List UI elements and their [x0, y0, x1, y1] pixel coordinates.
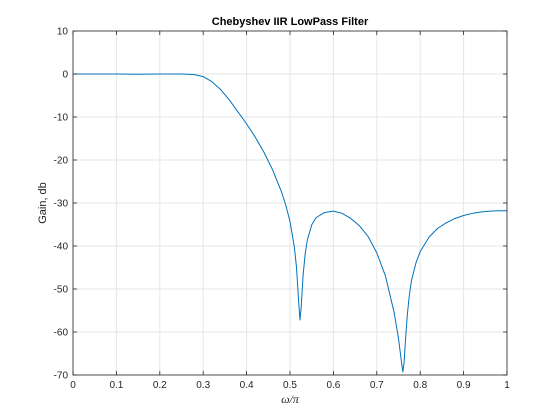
- x-tick-label: 0.4: [240, 380, 254, 391]
- x-tick-label: 0.6: [326, 380, 340, 391]
- series-layer: [73, 73, 507, 373]
- x-tick-label: 0.2: [153, 380, 167, 391]
- x-tick-label: 0.1: [109, 380, 123, 391]
- x-tick-label: 1: [504, 380, 510, 391]
- x-tick-labels: 0 0.1 0.2 0.3 0.4 0.5 0.6 0.7 0.8 0.9 1: [70, 380, 510, 391]
- x-tick-label: 0.5: [283, 380, 297, 391]
- y-tick-labels: 10 0 -10 -20 -30 -40 -50 -60 -70: [54, 27, 69, 382]
- y-tick-label: -70: [54, 371, 69, 382]
- tick-marks: [72, 30, 508, 376]
- x-axis-label: ω/π: [281, 392, 300, 406]
- y-tick-label: -60: [54, 328, 69, 339]
- y-tick-label: 10: [57, 27, 69, 38]
- y-axis-label: Gain, db: [37, 182, 49, 224]
- y-tick-label: -50: [54, 285, 69, 296]
- y-tick-label: 0: [62, 70, 68, 81]
- y-tick-label: -10: [54, 113, 69, 124]
- x-tick-label: 0.7: [370, 380, 384, 391]
- y-tick-label: -20: [54, 156, 69, 167]
- chart-title: Chebyshev IIR LowPass Filter: [212, 16, 369, 28]
- y-tick-label: -40: [54, 242, 69, 253]
- x-tick-label: 0.8: [413, 380, 427, 391]
- x-tick-label: 0.3: [196, 380, 210, 391]
- gain-response-line: [73, 73, 507, 373]
- y-tick-label: -30: [54, 199, 69, 210]
- x-tick-label: 0: [70, 380, 76, 391]
- x-tick-label: 0.9: [457, 380, 471, 391]
